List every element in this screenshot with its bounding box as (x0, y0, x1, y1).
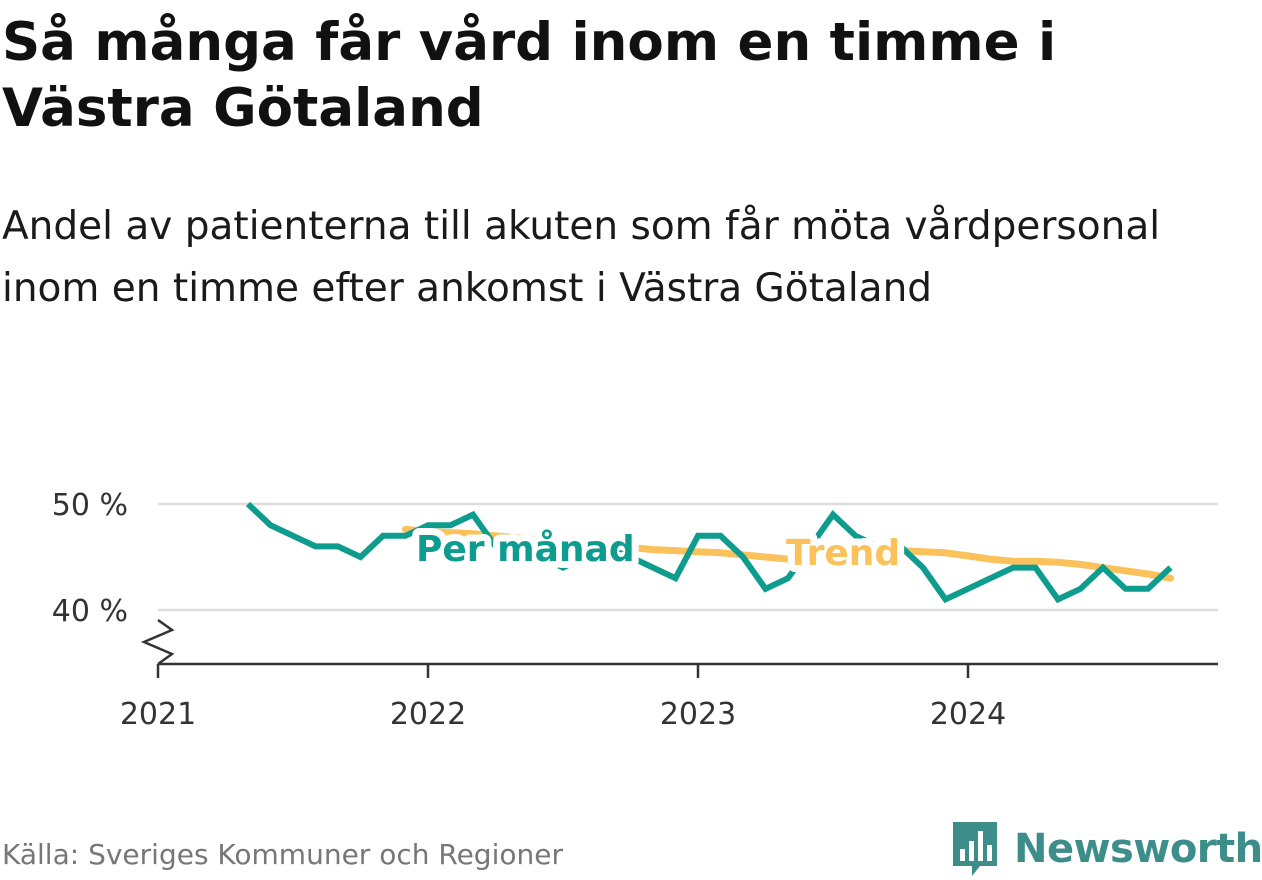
brand-logo[interactable]: Newsworthy (950, 818, 1262, 880)
chart-subtitle: Andel av patienterna till akuten som får… (2, 204, 1161, 311)
series-line-trend (402, 525, 1174, 582)
x-tick-label-2021: 2021 (120, 697, 196, 732)
grid-lines (158, 502, 1218, 612)
series-lines (245, 501, 1174, 604)
series-label-per-manad-halo: Per månad (416, 529, 635, 570)
y-tick-label-50: 50 % (52, 488, 128, 523)
chart-title: Så många får vård inom en timme i Västra… (2, 12, 1057, 139)
y-axis-ticks: 40 % 50 % (52, 488, 128, 629)
series-line-per-manad (245, 501, 1173, 604)
axis-break-icon (140, 618, 175, 666)
bar-chart-speech-bubble-icon (953, 822, 997, 876)
series-label-trend: Trend (786, 533, 900, 574)
y-tick-label-40: 40 % (52, 594, 128, 629)
series-label-per-manad: Per månad (416, 529, 635, 570)
x-tick-label-2024: 2024 (930, 697, 1006, 732)
brand-name: Newsworthy (1014, 826, 1262, 872)
x-axis: 2021 2022 2023 2024 (120, 618, 1218, 732)
source-note: Källa: Sveriges Kommuner och Regioner (2, 838, 563, 871)
x-tick-label-2023: 2023 (660, 697, 736, 732)
series-label-trend-halo: Trend (786, 533, 900, 574)
x-tick-label-2022: 2022 (390, 697, 466, 732)
